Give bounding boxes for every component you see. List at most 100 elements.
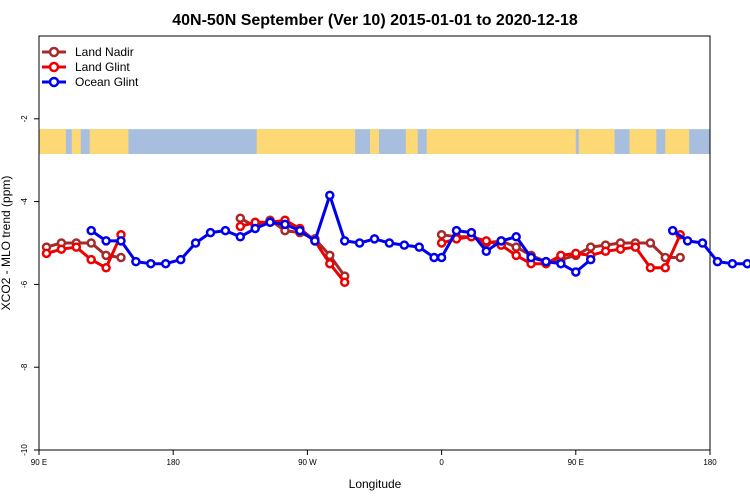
data-point [235,232,246,242]
data-point [436,252,447,263]
data-point [675,252,685,263]
x-axis-label: Longitude [349,477,402,491]
legend-label: Ocean Glint [75,75,139,89]
y-tick-label: -6 [20,280,29,288]
data-point [190,238,201,248]
data-point [697,238,708,248]
data-point [481,246,492,257]
data-point [712,256,723,267]
map-land [89,129,129,154]
data-point [660,263,671,273]
data-point [511,250,521,261]
data-point [310,236,320,246]
data-point [645,263,656,273]
data-point [384,238,395,248]
data-point [511,242,521,252]
data-point [481,236,492,246]
data-point [339,277,350,288]
data-point [466,227,477,238]
data-point [265,217,275,228]
y-axis: -2 -4 -6 -8 -10 [20,115,39,456]
data-point [667,225,678,236]
data-point [220,225,231,236]
series-land-nadir [41,213,685,281]
data-point [369,234,380,244]
data-point [615,244,626,254]
legend-marker [48,46,60,58]
data-point [250,223,260,234]
data-point [41,248,52,259]
data-point [160,258,171,269]
map-land [426,129,576,154]
data-point [325,190,335,201]
data-point [101,250,111,261]
y-axis-label: XCO2 - MLO trend (ppm) [0,176,13,311]
legend-label: Land Glint [75,60,130,74]
data-point [325,258,335,269]
map-land [256,129,356,154]
data-point [682,236,693,246]
data-point [205,227,216,238]
series-line [90,193,435,266]
data-point [235,213,246,223]
data-point [116,252,126,263]
series-land-glint [41,215,685,288]
legend-label: Land Nadir [75,45,134,59]
data-point [86,238,96,248]
x-axis: 90 E 180 90 W 0 90 E 180 [31,450,717,467]
data-point [414,242,424,252]
y-tick-label: -2 [20,115,29,123]
y-tick-label: -10 [20,444,29,456]
data-point [295,225,305,236]
y-tick-label: -8 [20,363,29,371]
data-point [131,256,141,267]
data-point [436,229,447,240]
data-point [235,221,246,232]
data-point [571,267,581,277]
map-land [405,129,418,154]
x-tick-label: 90 W [298,458,317,467]
series-ocean-glint [86,190,750,277]
map-land [39,129,66,154]
data-point [175,254,186,265]
legend-marker [48,61,60,73]
data-point [511,232,521,242]
data-point [280,219,290,230]
map-land [370,129,379,154]
legend-marker [48,76,60,88]
x-tick-label: 90 E [31,458,47,467]
data-point [541,256,551,267]
data-point [101,236,111,246]
data-point [116,236,126,246]
data-point [399,240,410,250]
data-point [645,238,656,248]
data-point [56,244,67,254]
y-tick-label: -4 [20,197,29,205]
chart-title: 40N-50N September (Ver 10) 2015-01-01 to… [172,12,578,29]
data-point [451,225,462,236]
data-point [86,225,96,236]
data-point [146,258,156,269]
data-point [325,250,335,261]
data-point [429,252,439,263]
map-strip [39,129,710,154]
map-land [71,129,81,154]
data-point [526,252,536,263]
data-point [630,242,641,252]
data-point [727,258,738,269]
data-point [571,248,581,259]
map-land [578,129,615,154]
plot-frame [38,35,711,451]
data-point [101,263,111,273]
data-point [585,254,596,265]
data-point [585,242,596,252]
data-point [339,236,350,246]
data-point [354,238,365,248]
data-point [496,236,506,246]
data-point [556,250,566,261]
data-point [742,258,750,269]
x-tick-label: 180 [167,458,181,467]
data-point [436,238,447,248]
